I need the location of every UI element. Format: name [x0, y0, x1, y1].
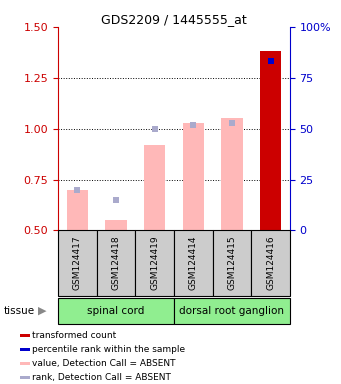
FancyBboxPatch shape [97, 230, 135, 296]
Bar [183, 122, 204, 230]
Text: dorsal root ganglion: dorsal root ganglion [179, 306, 284, 316]
Bar [20, 376, 30, 379]
Text: rank, Detection Call = ABSENT: rank, Detection Call = ABSENT [32, 372, 171, 382]
FancyBboxPatch shape [58, 230, 97, 296]
Text: GSM124415: GSM124415 [227, 236, 236, 290]
Text: GSM124414: GSM124414 [189, 236, 198, 290]
FancyBboxPatch shape [212, 230, 251, 296]
Text: ▶: ▶ [39, 306, 47, 316]
Text: spinal cord: spinal cord [87, 306, 145, 316]
Bar [221, 118, 242, 230]
Text: GSM124417: GSM124417 [73, 236, 82, 290]
Text: value, Detection Call = ABSENT: value, Detection Call = ABSENT [32, 359, 175, 367]
Text: tissue: tissue [3, 306, 34, 316]
Text: GSM124418: GSM124418 [112, 236, 120, 290]
FancyBboxPatch shape [174, 230, 212, 296]
Bar [20, 334, 30, 337]
Text: percentile rank within the sample: percentile rank within the sample [32, 345, 185, 354]
Bar [20, 362, 30, 365]
Bar [144, 145, 165, 230]
Bar [105, 220, 127, 230]
FancyBboxPatch shape [251, 230, 290, 296]
Bar [20, 348, 30, 351]
FancyBboxPatch shape [174, 298, 290, 324]
FancyBboxPatch shape [135, 230, 174, 296]
FancyBboxPatch shape [58, 298, 174, 324]
Text: GSM124416: GSM124416 [266, 236, 275, 290]
Bar [260, 51, 281, 230]
Text: transformed count: transformed count [32, 331, 116, 340]
Bar [67, 190, 88, 230]
Text: GSM124419: GSM124419 [150, 236, 159, 290]
Title: GDS2209 / 1445555_at: GDS2209 / 1445555_at [101, 13, 247, 26]
